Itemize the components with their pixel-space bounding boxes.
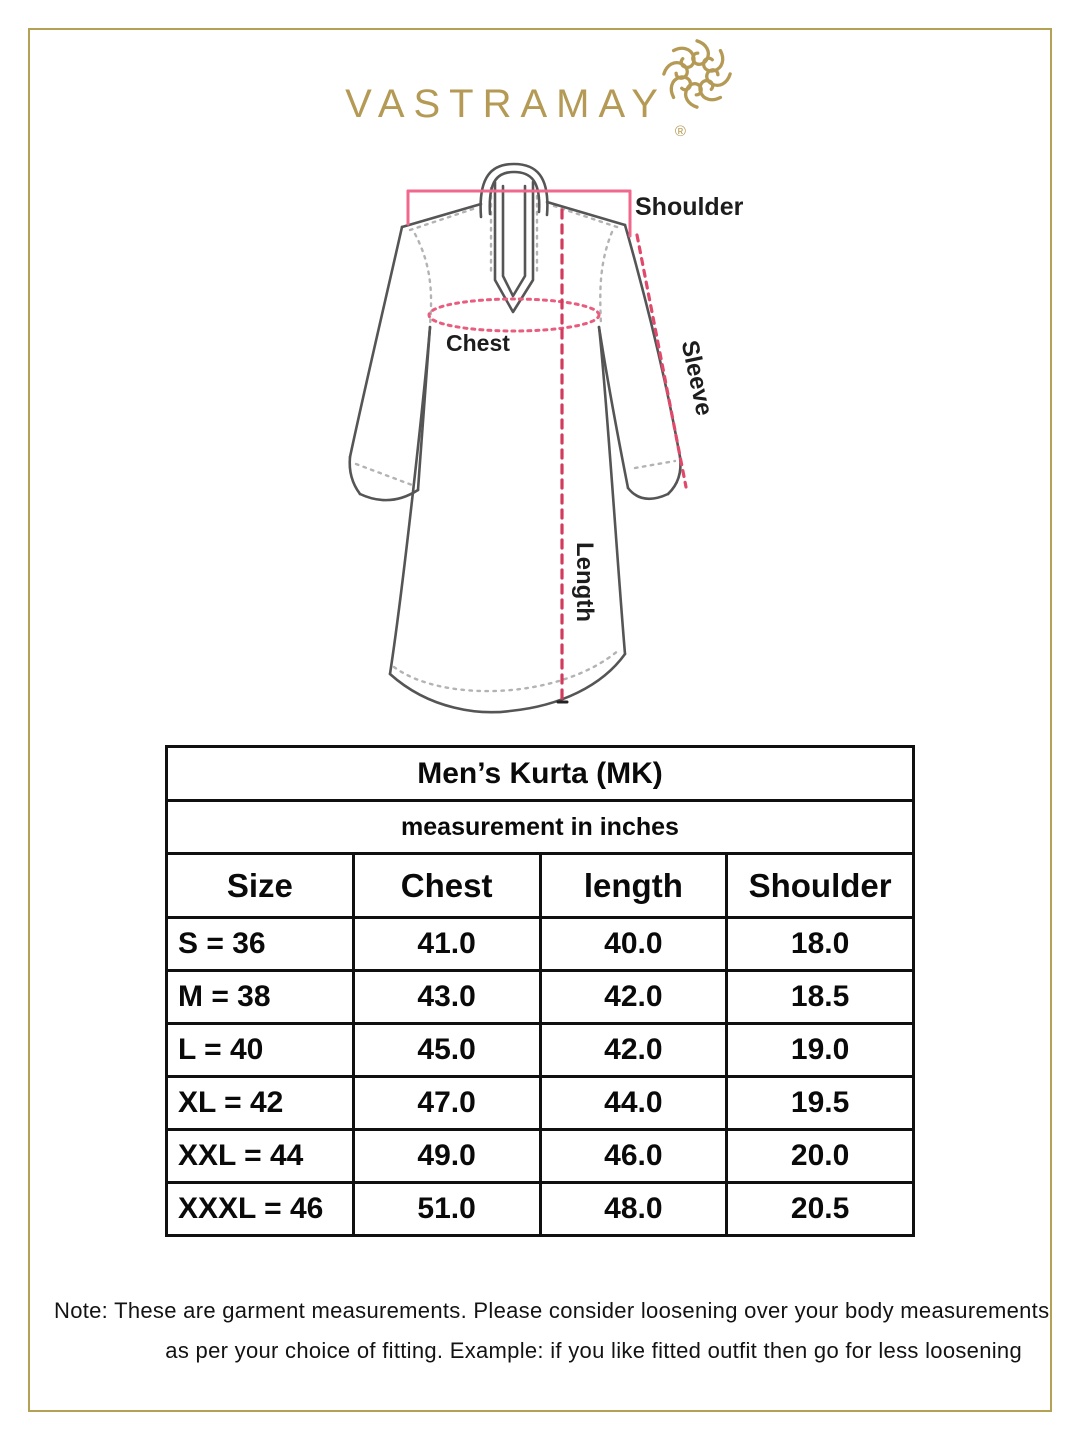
cell-chest: 43.0 [351,969,542,1025]
shoulder-label: Shoulder [635,193,744,221]
note-line-1: Note: These are garment measurements. Pl… [54,1298,1050,1323]
table-row: XXXL = 46 51.0 48.0 20.5 [165,1181,915,1237]
col-header-length: length [538,852,729,919]
cell-chest: 45.0 [351,1022,542,1078]
kurta-outline-drawing [348,162,688,714]
length-label: Length [571,542,598,622]
table-row: L = 40 45.0 42.0 19.0 [165,1022,915,1078]
table-row: M = 38 43.0 42.0 18.5 [165,969,915,1025]
chest-label: Chest [446,330,510,356]
cell-length: 44.0 [538,1075,729,1131]
col-header-chest: Chest [351,852,542,919]
brand-header: VASTRAMAY ® [0,39,1080,140]
cell-length: 42.0 [538,1022,729,1078]
col-header-size: Size [165,852,355,919]
cell-size: XXL = 44 [165,1128,355,1184]
kurta-measurement-diagram: Shoulder Chest Sleeve Length [330,162,780,747]
cell-length: 40.0 [538,916,729,972]
table-row: XXL = 44 49.0 46.0 20.0 [165,1128,915,1184]
cell-length: 46.0 [538,1128,729,1184]
table-subtitle: measurement in inches [165,799,915,855]
cell-chest: 49.0 [351,1128,542,1184]
cell-length: 42.0 [538,969,729,1025]
cell-size: M = 38 [165,969,355,1025]
cell-shoulder: 18.5 [725,969,915,1025]
cell-shoulder: 20.0 [725,1128,915,1184]
table-row: S = 36 41.0 40.0 18.0 [165,916,915,972]
table-header-row: Size Chest length Shoulder [165,852,915,919]
table-title: Men’s Kurta (MK) [165,745,915,802]
cell-size: XL = 42 [165,1075,355,1131]
cell-chest: 47.0 [351,1075,542,1131]
cell-size: L = 40 [165,1022,355,1078]
cell-shoulder: 18.0 [725,916,915,972]
cell-shoulder: 19.0 [725,1022,915,1078]
brand-logo-text: VASTRAMAY [345,82,667,126]
cell-length: 48.0 [538,1181,729,1237]
measurement-note: Note: These are garment measurements. Pl… [28,1291,1052,1371]
cell-shoulder: 20.5 [725,1181,915,1237]
cell-chest: 51.0 [351,1181,542,1237]
col-header-shoulder: Shoulder [725,852,915,919]
note-line-2: as per your choice of fitting. Example: … [165,1338,1022,1363]
table-row: XL = 42 47.0 44.0 19.5 [165,1075,915,1131]
floral-mandala-icon [662,39,732,109]
cell-size: S = 36 [165,916,355,972]
cell-size: XXXL = 46 [165,1181,355,1237]
cell-shoulder: 19.5 [725,1075,915,1131]
size-chart-table: Men’s Kurta (MK) measurement in inches S… [165,745,915,1237]
registered-trademark: ® [674,123,686,140]
cell-chest: 41.0 [351,916,542,972]
